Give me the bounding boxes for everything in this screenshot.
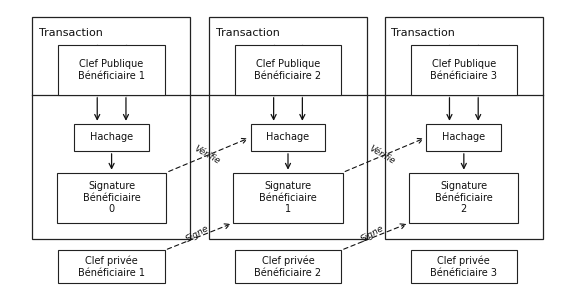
FancyBboxPatch shape (411, 45, 517, 95)
Text: Transaction: Transaction (215, 28, 279, 38)
FancyBboxPatch shape (235, 45, 341, 95)
Text: Vérifie: Vérifie (367, 144, 397, 166)
Text: Clef privée
Bénéficiaire 2: Clef privée Bénéficiaire 2 (255, 256, 321, 278)
Text: Clef Publique
Bénéficiaire 1: Clef Publique Bénéficiaire 1 (78, 59, 145, 81)
Text: Signature
Bénéficiaire
2: Signature Bénéficiaire 2 (435, 181, 492, 214)
FancyBboxPatch shape (409, 173, 518, 223)
FancyBboxPatch shape (233, 173, 343, 223)
FancyBboxPatch shape (74, 124, 149, 151)
FancyBboxPatch shape (209, 16, 367, 239)
Text: Transaction: Transaction (39, 28, 103, 38)
Text: Signe: Signe (360, 223, 386, 244)
FancyBboxPatch shape (58, 250, 165, 283)
Text: Clef Publique
Bénéficiaire 2: Clef Publique Bénéficiaire 2 (255, 59, 321, 81)
Text: Signature
Bénéficiaire
0: Signature Bénéficiaire 0 (83, 181, 141, 214)
FancyBboxPatch shape (411, 250, 517, 283)
FancyBboxPatch shape (58, 45, 165, 95)
FancyBboxPatch shape (57, 173, 166, 223)
Text: Clef privée
Bénéficiaire 1: Clef privée Bénéficiaire 1 (78, 256, 145, 278)
Text: Clef privée
Bénéficiaire 3: Clef privée Bénéficiaire 3 (430, 256, 497, 278)
Text: Transaction: Transaction (392, 28, 455, 38)
Text: Vérifie: Vérifie (192, 144, 221, 166)
Text: Hachage: Hachage (90, 132, 133, 142)
Text: Clef Publique
Bénéficiaire 3: Clef Publique Bénéficiaire 3 (430, 59, 497, 81)
FancyBboxPatch shape (385, 16, 543, 239)
FancyBboxPatch shape (32, 16, 190, 239)
FancyBboxPatch shape (426, 124, 501, 151)
Text: Signe: Signe (184, 223, 210, 244)
Text: Hachage: Hachage (267, 132, 309, 142)
FancyBboxPatch shape (251, 124, 325, 151)
Text: Signature
Bénéficiaire
1: Signature Bénéficiaire 1 (259, 181, 317, 214)
Text: Hachage: Hachage (442, 132, 486, 142)
FancyBboxPatch shape (235, 250, 341, 283)
